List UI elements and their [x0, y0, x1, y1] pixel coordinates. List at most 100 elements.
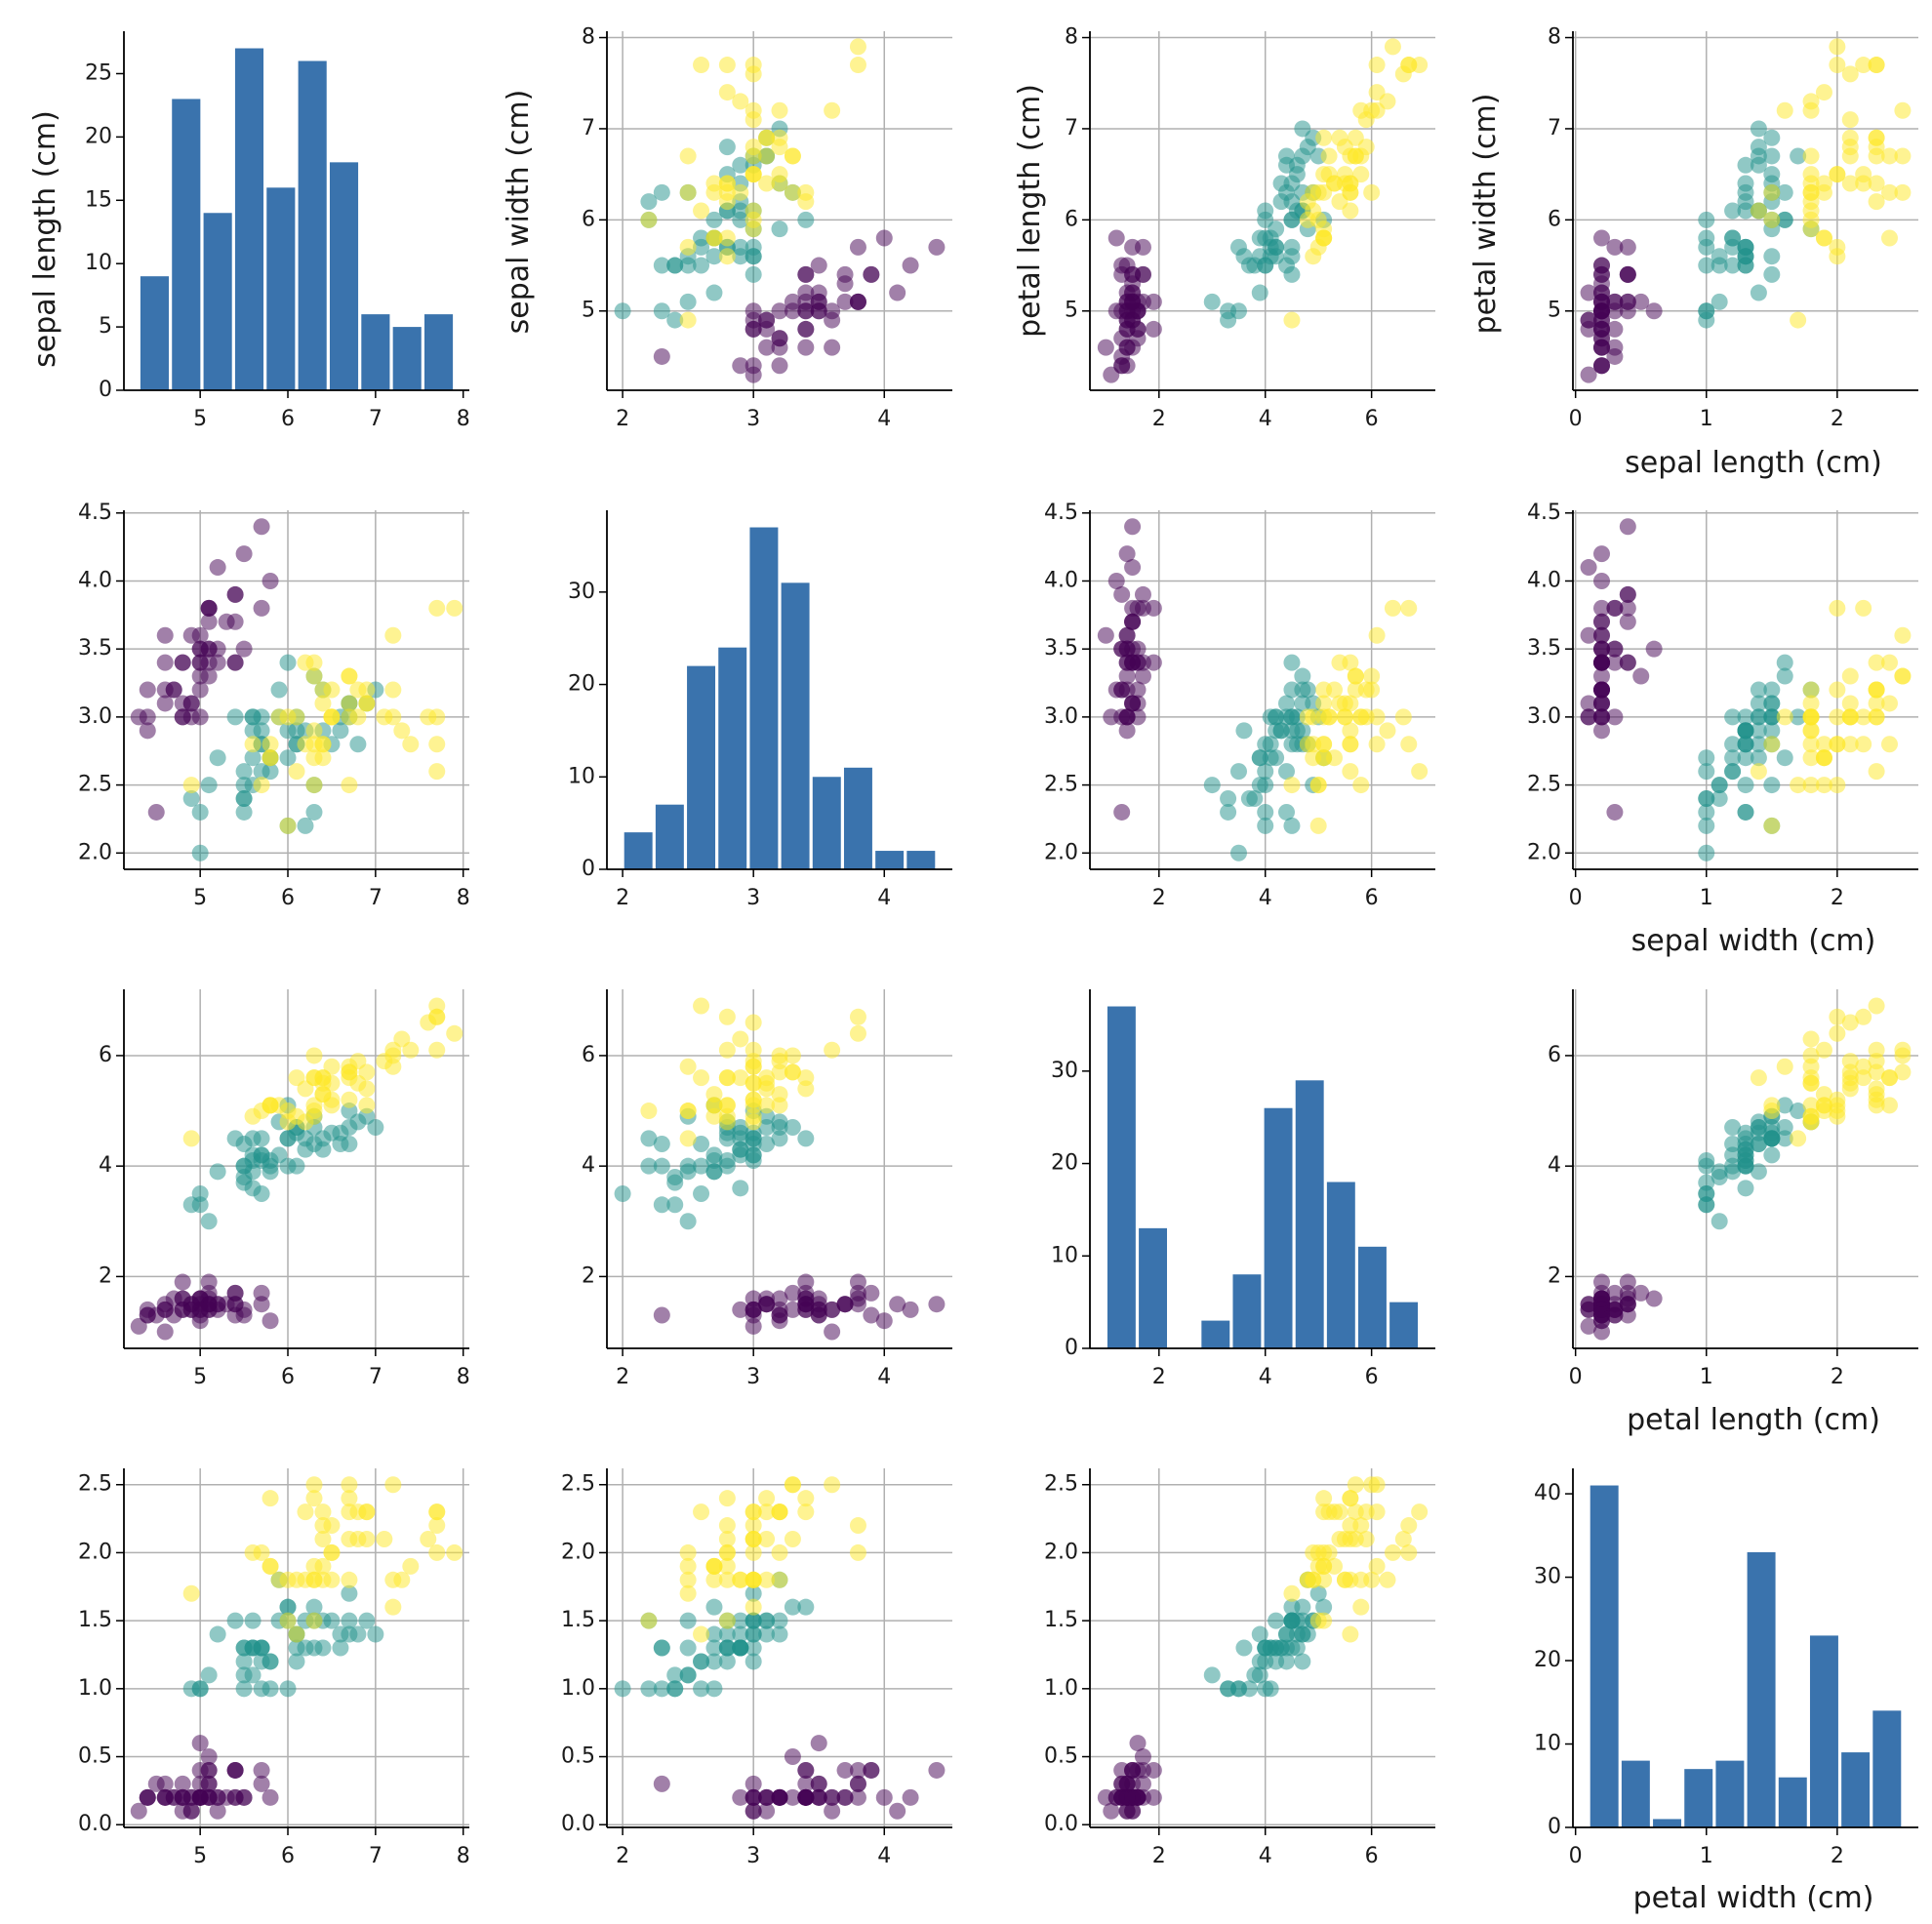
- scatter-point: [718, 1571, 736, 1588]
- scatter-point: [1829, 166, 1846, 183]
- scatter-point: [1868, 695, 1885, 712]
- scatter-point: [679, 1102, 697, 1120]
- scatter-point: [1363, 667, 1381, 685]
- scatter-point: [693, 1069, 710, 1087]
- scatter-point: [875, 1788, 893, 1806]
- scatter-point: [1802, 722, 1820, 740]
- scatter-point: [297, 1141, 314, 1158]
- axis-titles-layer: sepal length (cm) sepal width (cm) petal…: [28, 84, 1882, 1915]
- scatter-point: [1134, 667, 1151, 685]
- scatter-point: [1272, 193, 1290, 211]
- scatter-point: [1750, 120, 1767, 138]
- scatter-point: [1315, 129, 1333, 146]
- scatter-point: [810, 1788, 827, 1806]
- scatter-point: [1841, 129, 1859, 146]
- scatter-point: [679, 1130, 697, 1147]
- x-tick-label: 0: [1569, 1365, 1583, 1389]
- scatter-point: [288, 1653, 305, 1670]
- scatter-point: [1645, 640, 1663, 658]
- y-tick-label: 2.5: [1527, 773, 1561, 797]
- scatter-point: [745, 1653, 762, 1670]
- scatter-point: [1750, 695, 1767, 712]
- scatter-point: [174, 1301, 191, 1318]
- scatter-point: [1097, 339, 1114, 356]
- scatter-point: [705, 1557, 723, 1575]
- scatter-point: [1724, 736, 1742, 753]
- scatter-point: [209, 559, 226, 577]
- scatter-point: [1829, 1091, 1846, 1108]
- scatter-point: [797, 1775, 815, 1792]
- y-tick-label: 10: [85, 251, 112, 275]
- scatter-point: [1802, 749, 1820, 767]
- scatter-point: [244, 749, 262, 767]
- scatter-point: [693, 57, 710, 74]
- scatter-point: [1829, 57, 1846, 74]
- x-tick-label: 4: [1259, 1365, 1272, 1389]
- scatter-point: [226, 1761, 244, 1779]
- scatter-point: [1278, 763, 1296, 781]
- y-tick-label: 1.5: [78, 1608, 112, 1632]
- scatter-point: [1129, 1735, 1147, 1752]
- y-tick-label: 15: [85, 187, 112, 212]
- scatter-point: [1619, 293, 1636, 310]
- x-tick-label: 8: [457, 1844, 470, 1868]
- scatter-point: [305, 749, 323, 767]
- scatter-point: [745, 1625, 762, 1643]
- scatter-point: [718, 183, 736, 201]
- scatter-point: [191, 708, 209, 726]
- scatter-point: [771, 1625, 788, 1643]
- scatter-point: [797, 1130, 815, 1147]
- scatter-point: [718, 1152, 736, 1170]
- scatter-point: [1220, 302, 1237, 320]
- scatter-point: [341, 1091, 358, 1108]
- scatter-point: [1107, 572, 1125, 589]
- scatter-point: [1580, 1301, 1597, 1318]
- scatter-point: [1118, 302, 1136, 320]
- y-tick-label: 2.5: [78, 1472, 112, 1497]
- scatter-point: [797, 1503, 815, 1521]
- scatter-point: [875, 1312, 893, 1330]
- x-tick-label: 4: [1259, 886, 1272, 910]
- scatter-point: [428, 1008, 446, 1025]
- scatter-point: [1134, 1748, 1151, 1766]
- scatter-point: [305, 1557, 323, 1575]
- scatter-point: [1750, 139, 1767, 156]
- scatter-point: [1283, 1598, 1301, 1616]
- scatter-point: [1790, 777, 1807, 794]
- scatter-point: [1262, 736, 1279, 753]
- y-tick-label: 3.0: [1527, 704, 1561, 729]
- scatter-point: [771, 339, 788, 356]
- scatter-point: [174, 1273, 191, 1291]
- scatter-point: [1724, 238, 1742, 256]
- scatter-point: [718, 1557, 736, 1575]
- scatter-point: [653, 1136, 670, 1153]
- scatter-point: [209, 1625, 226, 1643]
- scatter-point: [209, 640, 226, 658]
- scatter-point: [1124, 613, 1142, 630]
- scatter-point: [1750, 763, 1767, 781]
- scatter-point: [1868, 193, 1885, 211]
- scatter-point: [1294, 667, 1311, 685]
- scatter-point: [279, 1113, 297, 1131]
- y-tick-label: 8: [1065, 25, 1078, 50]
- scatter-point: [928, 1761, 946, 1779]
- scatter-point: [732, 156, 749, 174]
- scatter-point: [314, 695, 332, 712]
- scatter-point: [1763, 248, 1781, 265]
- scatter-point: [758, 1530, 776, 1547]
- scatter-point: [1309, 183, 1327, 201]
- scatter-point: [679, 1213, 697, 1230]
- histogram-bar: [423, 314, 454, 390]
- scatter-point: [1593, 1301, 1610, 1318]
- scatter-point: [1124, 654, 1142, 671]
- histogram-bar: [1389, 1302, 1419, 1348]
- scatter-point: [745, 1041, 762, 1059]
- y-tick-label: 6: [582, 1043, 595, 1067]
- scatter-point: [1262, 1639, 1279, 1657]
- scatter-point: [1320, 147, 1338, 165]
- scatter-point: [1698, 257, 1715, 274]
- scatter-point: [1868, 763, 1885, 781]
- scatter-point: [253, 722, 270, 740]
- scatter-point: [1283, 1584, 1301, 1602]
- scatter-point: [771, 1053, 788, 1070]
